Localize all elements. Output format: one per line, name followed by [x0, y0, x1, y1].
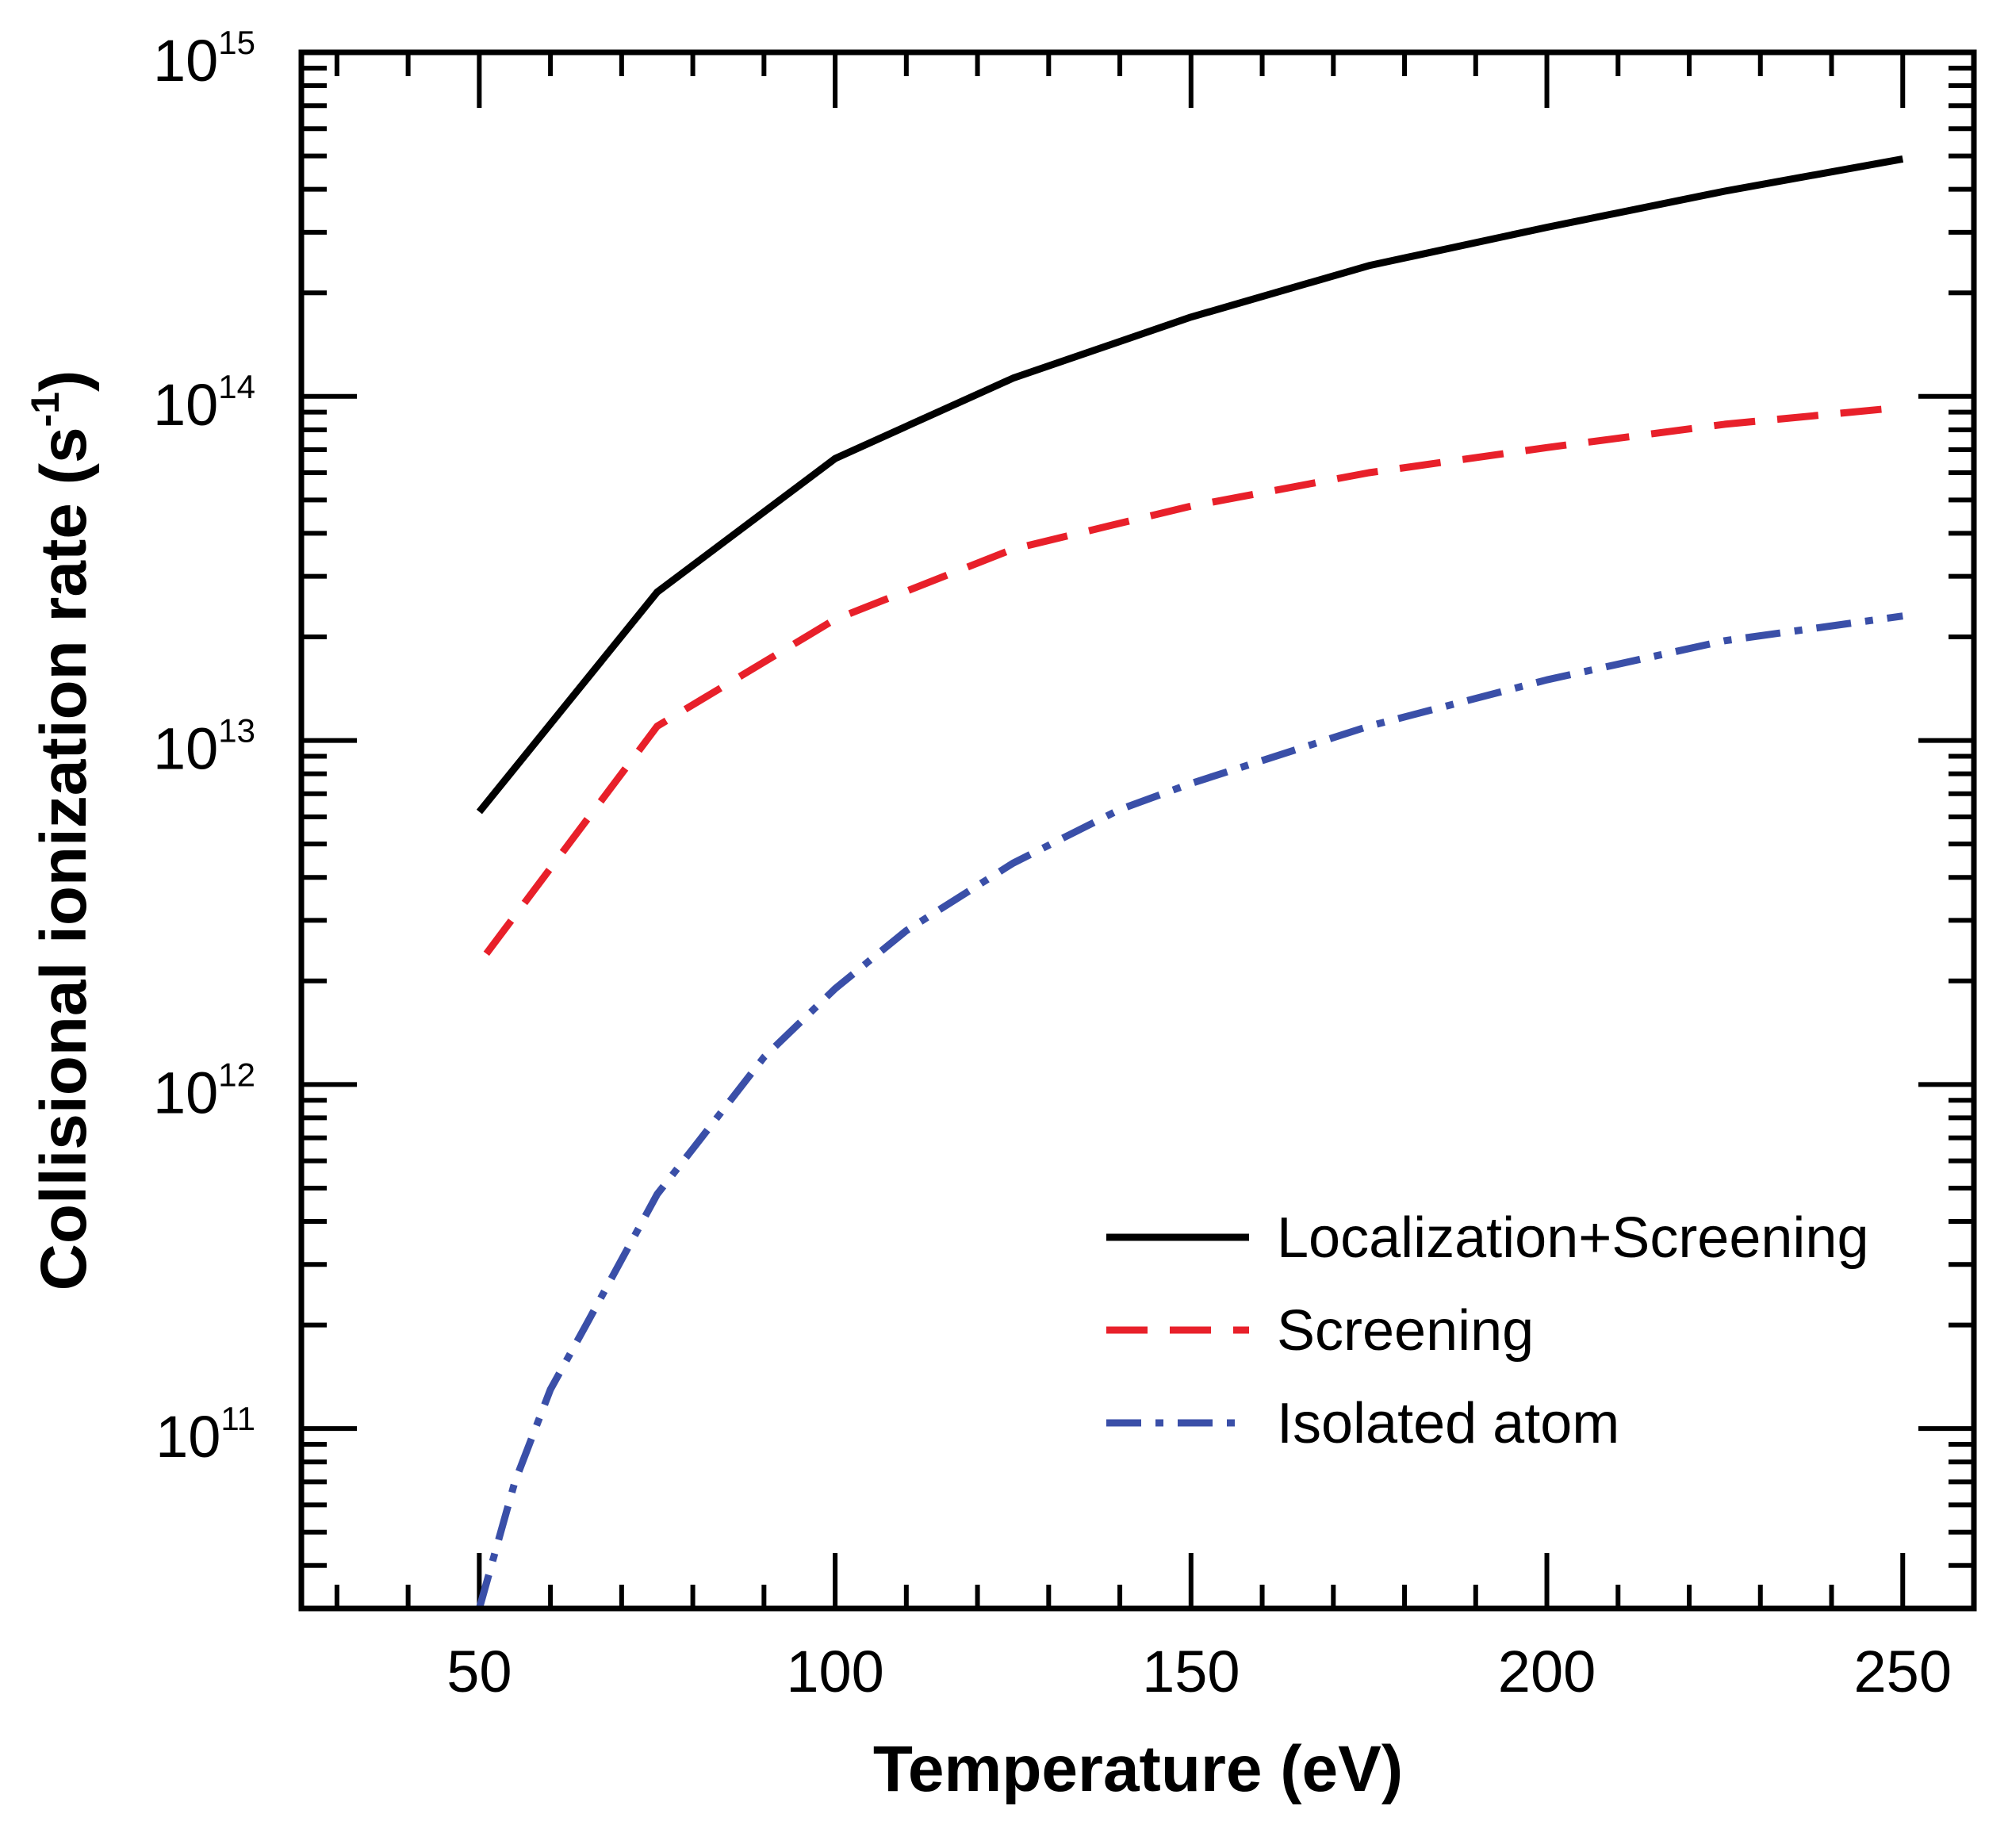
legend: Localization+Screening Screening Isolated …	[1106, 1206, 1869, 1455]
plot-series	[476, 155, 1904, 1610]
y-tick-label: 1011	[155, 1400, 255, 1470]
legend-label: Isolated atom	[1277, 1392, 1619, 1455]
x-tick-label: 250	[1854, 1639, 1952, 1704]
plot-frame	[298, 49, 1977, 1612]
y-axis-title-main: Collisional ionization rate (s	[28, 427, 100, 1290]
y-axis-title-sup: -1	[23, 392, 67, 427]
legend-label: Screening	[1277, 1299, 1534, 1363]
legend-label: Localization+Screening	[1277, 1206, 1869, 1270]
x-tick-label: 50	[446, 1639, 512, 1704]
y-tick-label: 1012	[153, 1056, 255, 1125]
x-tick-labels: 50 100 150 200 250	[446, 1639, 1952, 1704]
y-axis-title: Collisional ionization rate (s-1)	[23, 370, 100, 1291]
x-tick-label: 100	[786, 1639, 883, 1704]
x-axis-title: Temperature (eV)	[873, 1733, 1403, 1805]
y-tick-label: 1015	[153, 24, 255, 94]
axis-ticks	[301, 52, 1974, 1611]
series-line-isolated-atom	[476, 612, 1903, 1610]
series-line-screening	[483, 404, 1903, 957]
series-line-localization-screening	[476, 155, 1904, 815]
x-tick-label: 150	[1142, 1639, 1240, 1704]
y-axis-title-close: )	[28, 370, 100, 392]
y-tick-labels: 1011 1012 1013 1014 1015	[153, 24, 255, 1470]
y-tick-label: 1014	[153, 368, 255, 438]
x-tick-label: 200	[1498, 1639, 1596, 1704]
y-tick-label: 1013	[153, 712, 255, 782]
